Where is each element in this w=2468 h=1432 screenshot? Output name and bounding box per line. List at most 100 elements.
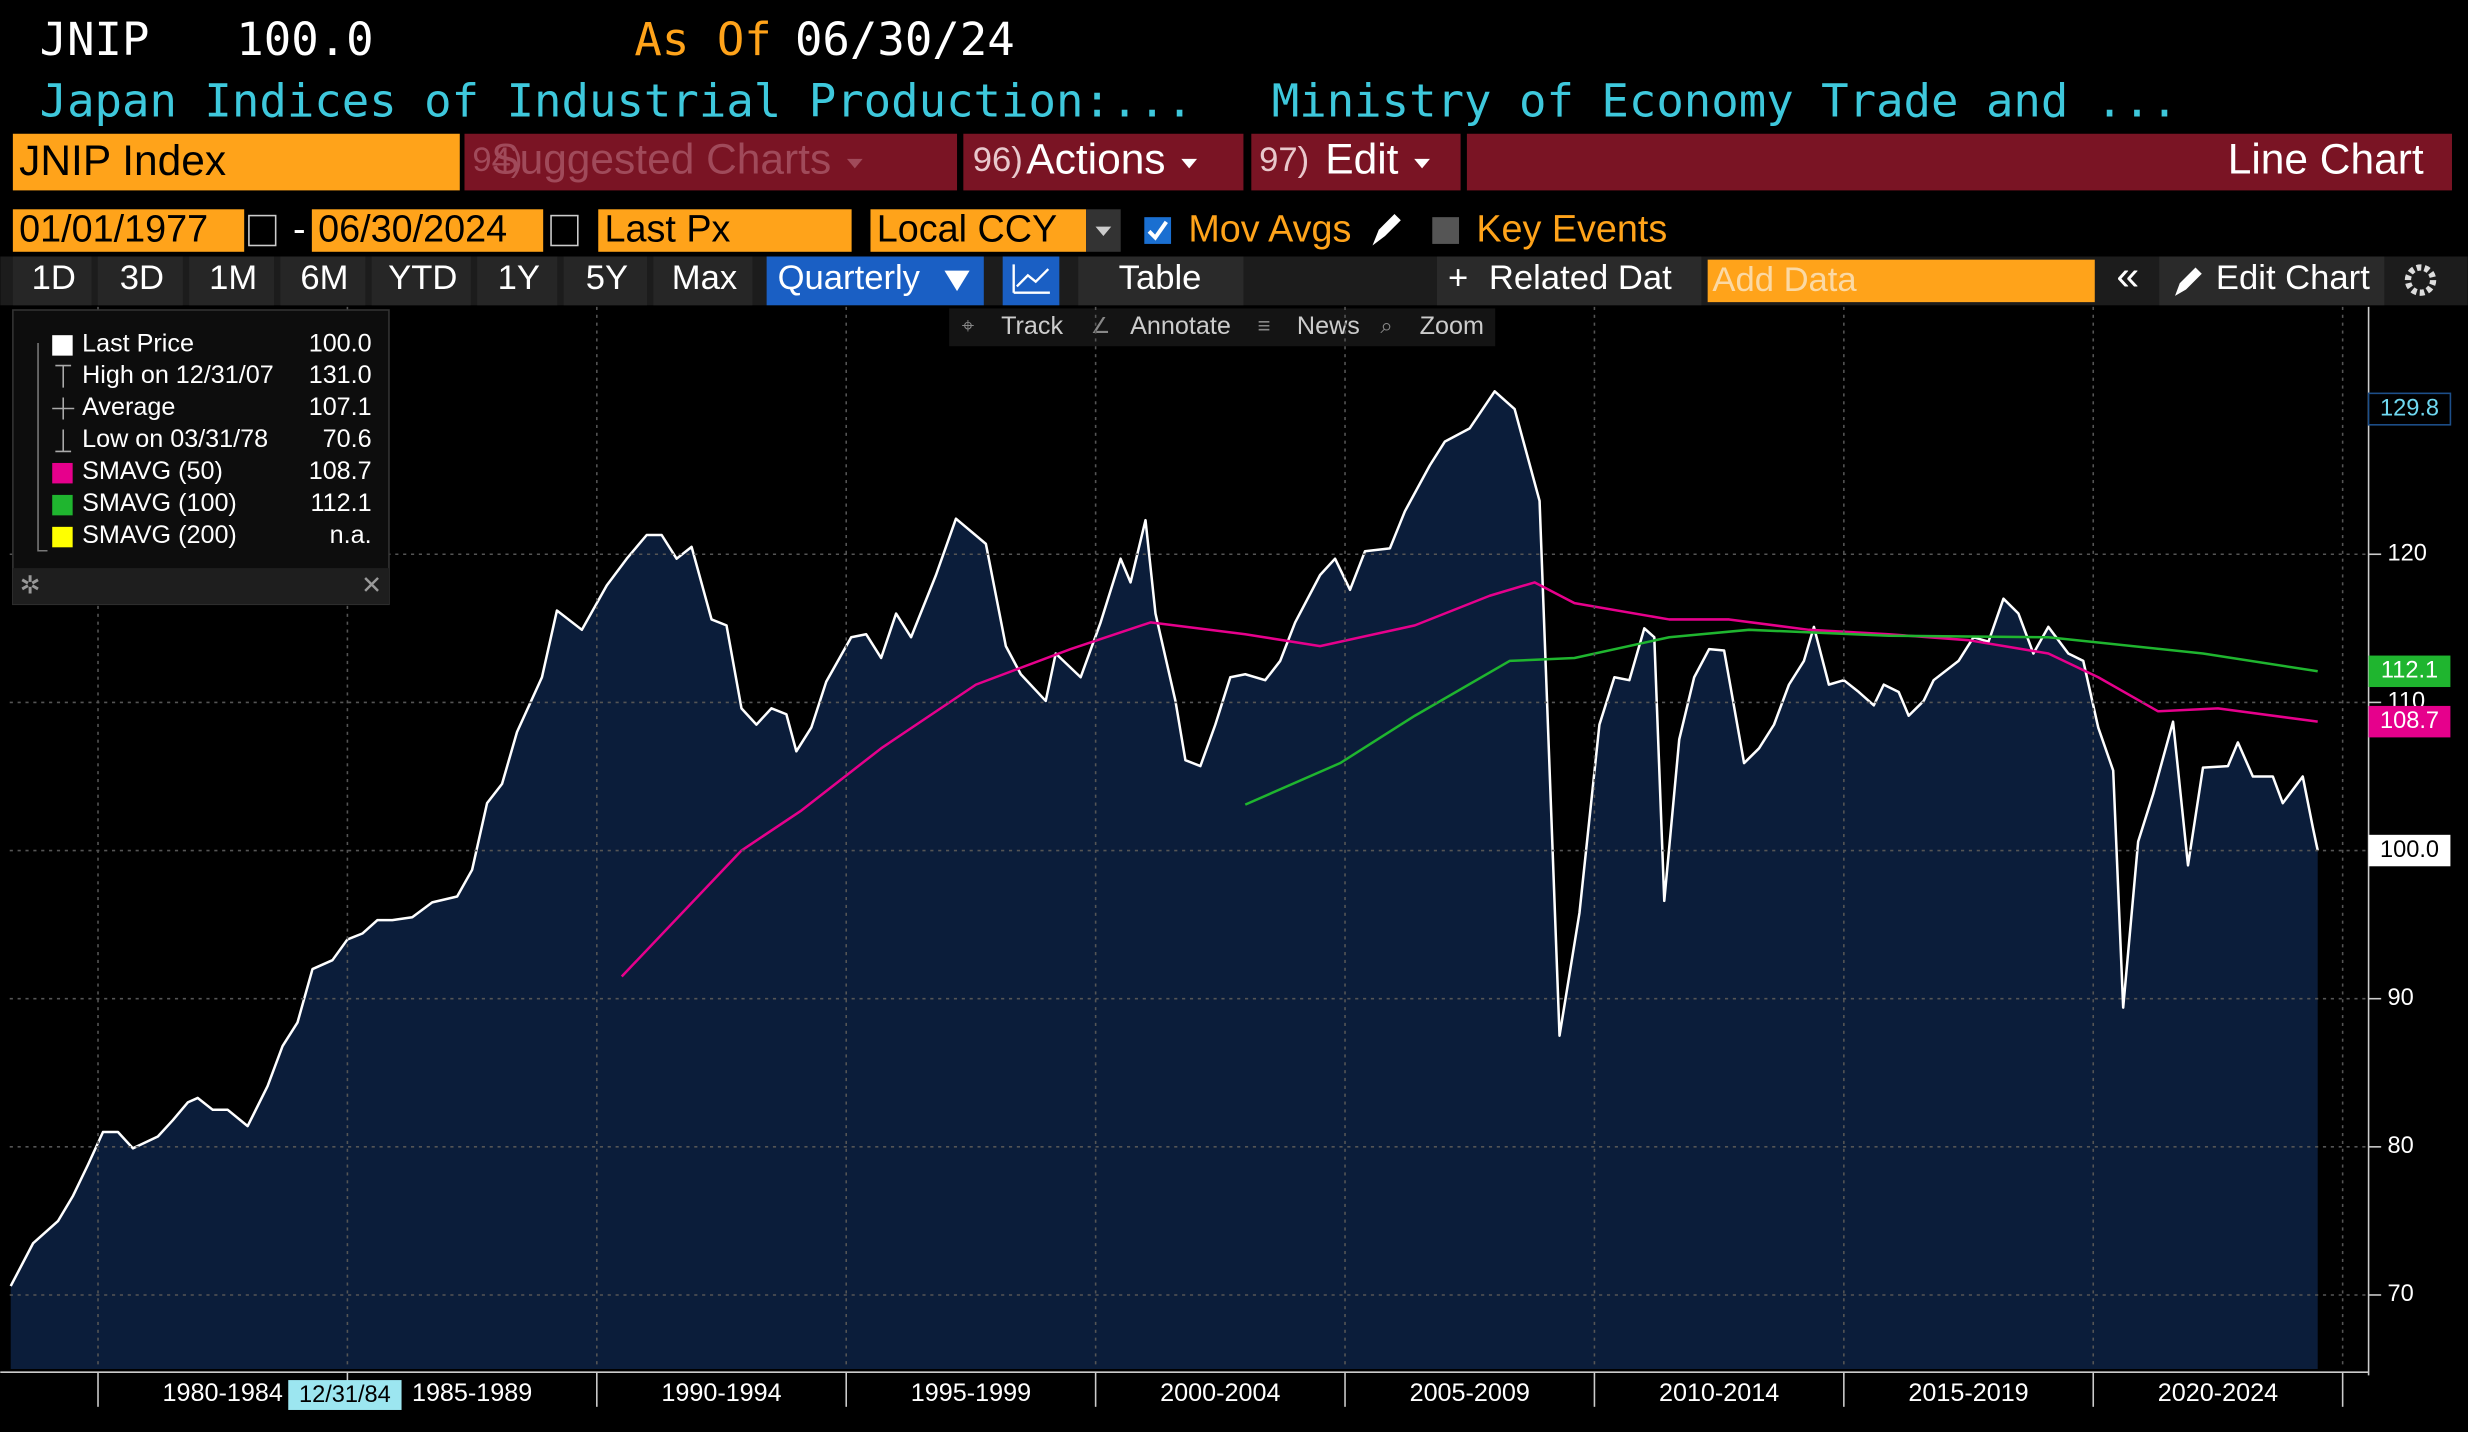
key-events-checkbox[interactable] — [1432, 217, 1460, 244]
cursor-label: 12/31/84 — [299, 1382, 391, 1408]
frequency[interactable]: Quarterly — [778, 259, 921, 297]
tool-label[interactable]: Annotate — [1130, 312, 1231, 340]
key-events[interactable]: Key Events — [1476, 208, 1667, 250]
tool-icon[interactable]: ≡ — [1258, 313, 1271, 338]
value-box — [2367, 392, 2452, 426]
tool-icon[interactable]: ∠ — [1091, 313, 1111, 338]
add-data-box[interactable] — [1707, 259, 2095, 303]
menu-number[interactable]: 97) — [1259, 141, 1309, 179]
settings-icon[interactable] — [2404, 264, 2437, 296]
value-box-label: 108.7 — [2380, 708, 2439, 734]
period-button[interactable] — [97, 256, 183, 306]
period-label[interactable]: 1Y — [498, 259, 540, 297]
y-tick-label: 120 — [2387, 540, 2426, 566]
related-data[interactable]: Related Dat — [1489, 259, 1672, 297]
table-button[interactable] — [1078, 256, 1244, 306]
menu-arrow — [1414, 158, 1430, 169]
value-box-label: 100.0 — [2380, 837, 2439, 863]
line — [620, 581, 2318, 978]
table[interactable]: Table — [1119, 259, 1202, 297]
period-button[interactable] — [653, 256, 753, 306]
legend-label: SMAVG (50) — [82, 457, 223, 485]
mov-avgs-checkbox[interactable] — [1144, 217, 1172, 244]
tool-icon[interactable]: ⌕ — [1380, 313, 1392, 338]
period-button[interactable] — [12, 256, 92, 306]
related-button[interactable] — [1436, 256, 1702, 306]
add-data[interactable]: Add Data — [1712, 261, 1857, 299]
legend-swatch — [52, 494, 73, 516]
x-tick-label: 1995-1999 — [911, 1379, 1031, 1407]
start-date[interactable]: 01/01/1977 — [19, 208, 208, 250]
menu-label[interactable]: Edit — [1325, 136, 1398, 183]
legend-label: High on 12/31/07 — [82, 361, 274, 389]
date-dash: - — [293, 208, 306, 250]
currency[interactable]: Local CCY — [877, 208, 1057, 250]
security[interactable]: JNIP Index — [19, 138, 226, 185]
mov-avgs[interactable]: Mov Avgs — [1188, 208, 1351, 250]
as-of-label: As Of — [634, 13, 771, 66]
calendar-icon[interactable] — [248, 214, 277, 247]
menu-suggested[interactable] — [464, 133, 958, 191]
menu-number[interactable]: 94) — [472, 141, 522, 179]
period-label[interactable]: 1M — [209, 259, 257, 297]
legend-label: Average — [82, 393, 175, 421]
period-label[interactable]: 3D — [120, 259, 164, 297]
currency-box[interactable] — [870, 209, 1087, 252]
period-label[interactable]: 6M — [300, 259, 348, 297]
menu-label[interactable]: Suggested Charts — [491, 136, 831, 183]
x-tick-label: 1990-1994 — [661, 1379, 781, 1407]
ticker: JNIP — [40, 13, 150, 66]
pencil-icon — [2175, 267, 2202, 296]
field-box[interactable] — [598, 209, 852, 252]
menu-number[interactable]: 96) — [973, 141, 1023, 179]
collapse-icon[interactable]: « — [2116, 252, 2139, 298]
legend-icon — [55, 364, 72, 388]
legend-close[interactable]: ✕ — [361, 572, 382, 600]
security-box[interactable] — [12, 133, 460, 191]
legend-value: 107.1 — [309, 393, 372, 421]
checkmark — [1147, 220, 1168, 241]
start-date-box[interactable] — [12, 209, 245, 252]
period-label[interactable]: 5Y — [586, 259, 628, 297]
period-button[interactable] — [477, 256, 558, 306]
legend-settings[interactable]: ✲ — [20, 572, 41, 600]
legend-value: 100.0 — [309, 329, 372, 357]
frequency-button[interactable] — [766, 256, 984, 306]
tool-icon[interactable]: ⌖ — [962, 313, 974, 338]
area — [10, 391, 2318, 1370]
x-tick-label: 2010-2014 — [1659, 1379, 1779, 1407]
cursor-label-box — [288, 1380, 402, 1410]
tool-label[interactable]: Zoom — [1420, 312, 1484, 340]
end-date-box[interactable] — [311, 209, 544, 252]
tool-label[interactable]: Track — [1001, 312, 1063, 340]
period-button[interactable] — [280, 256, 366, 306]
menu-actions[interactable] — [963, 133, 1244, 191]
chart-view-button[interactable] — [1002, 256, 1060, 306]
legend-value: 112.1 — [311, 489, 372, 517]
period-button[interactable] — [189, 256, 275, 306]
legend-bracket — [37, 343, 48, 552]
legend-label: SMAVG (200) — [82, 521, 237, 549]
period-button[interactable] — [371, 256, 471, 306]
chart-type[interactable]: Line Chart — [2228, 136, 2424, 183]
period-button[interactable] — [563, 256, 648, 306]
x-tick-label: 2020-2024 — [2158, 1379, 2278, 1407]
x-tick-label: 1985-1989 — [412, 1379, 532, 1407]
menu-chart-type[interactable] — [1466, 133, 2452, 191]
menu-label[interactable]: Actions — [1026, 136, 1165, 183]
period-label[interactable]: 1D — [32, 259, 76, 297]
field[interactable]: Last Px — [605, 208, 731, 250]
y-tick-label: 90 — [2387, 985, 2413, 1011]
legend-swatch — [52, 462, 73, 484]
dropdown-arrow — [1095, 226, 1112, 237]
period-label[interactable]: Max — [672, 259, 737, 297]
edit-chart-button[interactable] — [2159, 256, 2385, 306]
pencil-icon[interactable] — [1372, 214, 1401, 246]
end-date[interactable]: 06/30/2024 — [318, 208, 507, 250]
legend-label: Low on 03/31/78 — [82, 425, 268, 453]
period-label[interactable]: YTD — [388, 259, 457, 297]
calendar-icon[interactable] — [550, 214, 579, 247]
edit-chart[interactable]: Edit Chart — [2216, 259, 2370, 297]
legend-box — [12, 309, 390, 606]
tool-label[interactable]: News — [1297, 312, 1360, 340]
